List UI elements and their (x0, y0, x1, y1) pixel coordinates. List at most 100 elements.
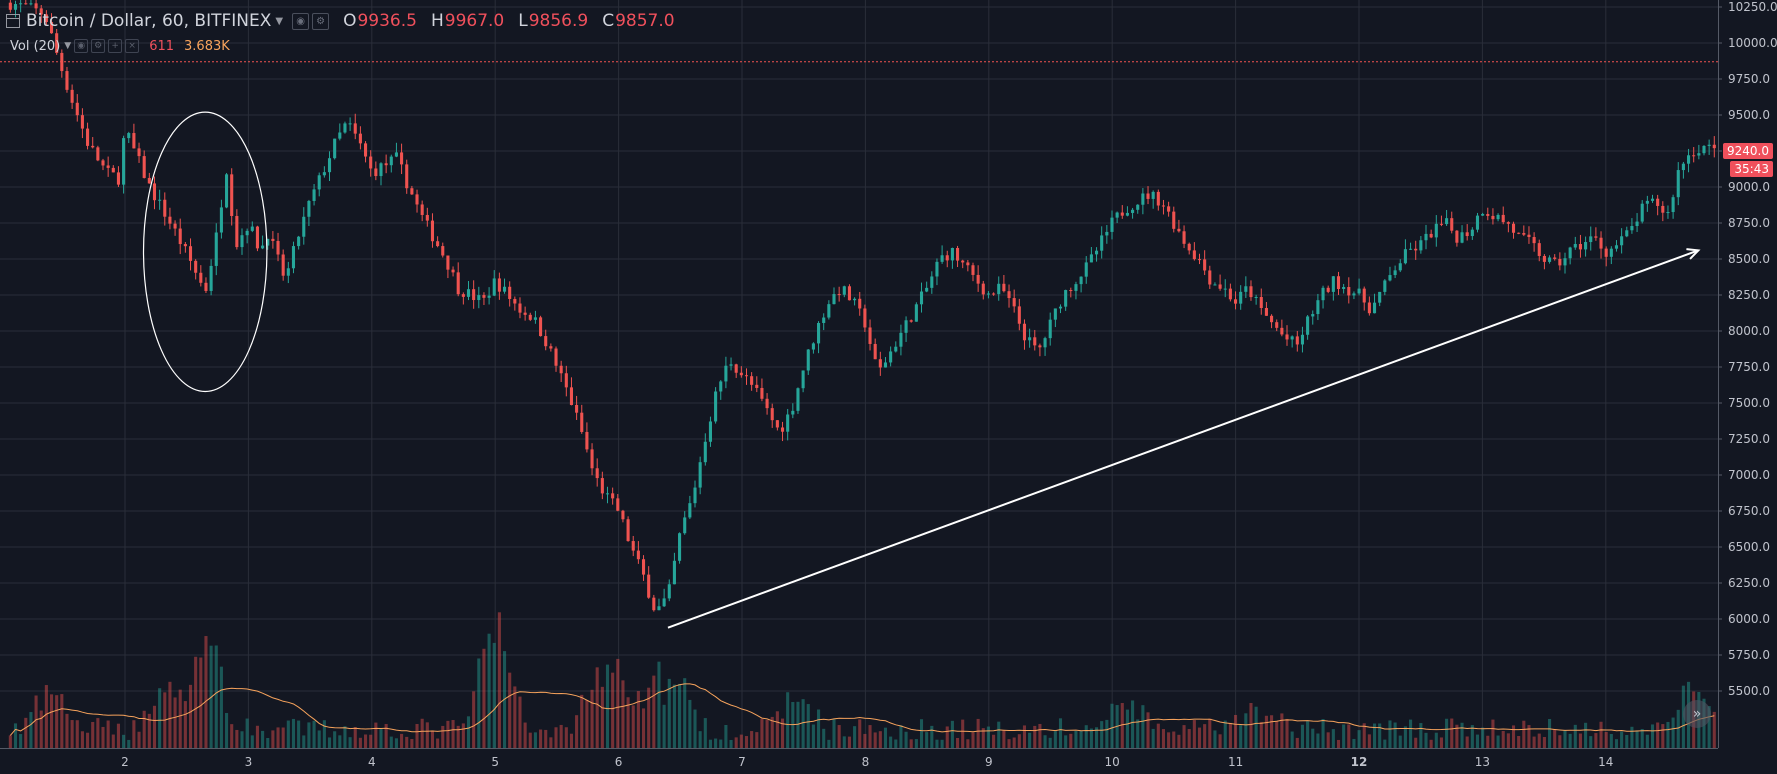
candle-body (1069, 290, 1073, 292)
chevron-down-icon[interactable]: ▼ (275, 15, 284, 27)
volume-bar (981, 728, 985, 748)
volume-bar (811, 724, 815, 748)
volume-bar (1017, 734, 1021, 748)
candle-body (842, 286, 846, 295)
volume-bar (384, 724, 388, 748)
candle-body (214, 232, 218, 266)
candle-body (1532, 237, 1536, 244)
volume-bar (868, 725, 872, 748)
candle-body (940, 255, 944, 262)
volume-bar (806, 704, 810, 748)
volume-bar (13, 723, 18, 748)
volume-bar (1264, 715, 1268, 748)
volume-bar (1439, 737, 1443, 748)
settings-icon[interactable]: ⚙ (312, 12, 330, 30)
candle-body (122, 138, 126, 185)
volume-bar (497, 612, 501, 748)
scroll-to-realtime-button[interactable]: » (1683, 700, 1711, 728)
candle-body (1306, 316, 1310, 335)
candle-body (1650, 198, 1655, 201)
candle-body (688, 503, 692, 518)
volume-ma-value: 3.683K (184, 38, 230, 54)
visibility-eye-icon[interactable]: ◉ (292, 12, 310, 30)
price-tick-label: 7000.0 (1728, 468, 1770, 482)
volume-bar (39, 710, 43, 748)
volume-bar (1496, 735, 1500, 748)
candle-body (1331, 276, 1335, 292)
candle-body (1620, 236, 1624, 246)
volume-bar (688, 699, 692, 748)
volume-bar (1146, 712, 1150, 748)
candle-body (297, 236, 301, 247)
volume-bar (302, 735, 306, 748)
visibility-eye-icon[interactable]: ◉ (74, 39, 89, 53)
candle-body (755, 384, 759, 388)
volume-bar (919, 719, 924, 748)
add-icon[interactable]: + (108, 39, 123, 53)
volume-bar (539, 729, 543, 748)
candle-body (549, 346, 553, 349)
volume-bar (744, 736, 749, 748)
chart-grid (0, 0, 1718, 748)
volume-bar (1187, 729, 1191, 748)
candle-body (559, 365, 563, 374)
price-tick-label: 6750.0 (1728, 504, 1770, 518)
candle-body (1697, 153, 1701, 156)
candle-body (91, 145, 95, 148)
volume-bar (1656, 722, 1660, 748)
volume-bar (379, 728, 383, 748)
candle-body (1244, 286, 1248, 292)
candle-body (235, 215, 239, 248)
volume-bar (585, 699, 589, 748)
candle-body (1239, 291, 1243, 304)
volume-bar (775, 711, 779, 748)
volume-bar (219, 666, 223, 748)
candle-body (1321, 287, 1325, 301)
volume-bar (327, 737, 332, 748)
candle-body (626, 519, 630, 542)
candle-body (945, 255, 949, 261)
volume-bar (652, 675, 656, 748)
volume-bar (760, 718, 764, 748)
chevron-down-icon[interactable]: ▼ (64, 41, 72, 51)
volume-bar (1671, 717, 1675, 748)
candle-body (1522, 233, 1526, 235)
volume-bar (678, 683, 682, 748)
drawings (142, 111, 1701, 629)
candle-body (611, 493, 615, 499)
volume-bar (1053, 731, 1057, 748)
candle-body (1434, 223, 1438, 238)
candle-body (647, 574, 651, 598)
candle-body (1058, 306, 1063, 309)
price-tick-label: 9750.0 (1728, 72, 1770, 86)
candle-body (992, 293, 996, 295)
volume-bar (1666, 721, 1670, 748)
volume-bar (883, 727, 888, 748)
candle-body (1300, 334, 1305, 345)
volume-bar (1275, 721, 1279, 748)
candle-body (1656, 198, 1660, 206)
volume-bar (230, 724, 234, 748)
symbol-title[interactable]: Bitcoin / Dollar, 60, BITFINEX (26, 11, 272, 31)
candle-body (250, 226, 254, 231)
volume-bar (1079, 730, 1083, 748)
candle-body (1007, 291, 1011, 299)
volume-bar (508, 672, 512, 748)
settings-icon[interactable]: ⚙ (91, 39, 106, 53)
volume-bar (549, 737, 553, 748)
volume-bar (245, 718, 249, 748)
close-icon[interactable]: × (125, 39, 140, 53)
volume-bar (909, 739, 913, 748)
volume-bar (204, 636, 208, 748)
collapse-legend-icon[interactable] (6, 14, 20, 28)
candle-body (1357, 288, 1361, 294)
volume-bar (127, 739, 131, 748)
candle-body (528, 314, 532, 320)
candle-body (1578, 243, 1582, 250)
volume-indicator-label[interactable]: Vol (20) (10, 38, 61, 54)
volume-bar (1486, 735, 1490, 748)
volume-bar (904, 731, 908, 748)
volume-bar (1599, 721, 1603, 748)
volume-bar (1614, 739, 1619, 748)
